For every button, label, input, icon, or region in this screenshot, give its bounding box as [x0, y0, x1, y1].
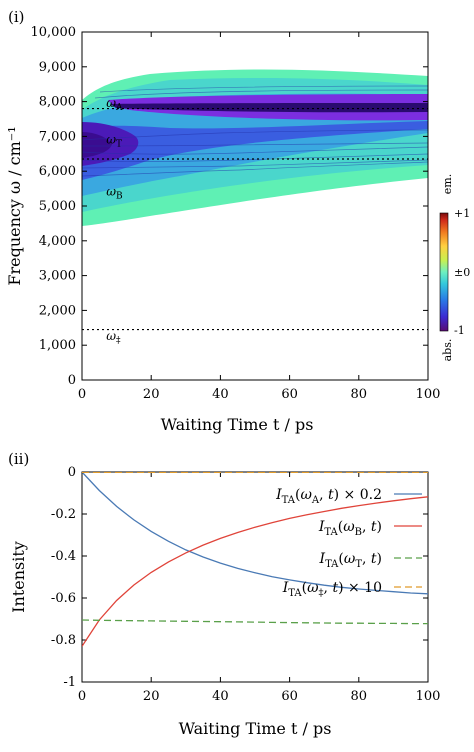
- frequency-annotation: ωA: [106, 96, 123, 113]
- contour-line-1: [82, 129, 428, 141]
- panel-ii: (ii) 0 20 40 60 80 100 0 -0.2 -0.4 -0.6 -0.8 -1 ITA…: [8, 450, 440, 738]
- colorbar-top-label: em.: [441, 174, 454, 194]
- colorbar-bottom-label: abs.: [441, 339, 454, 362]
- y-tick-label-i: 5,000: [39, 199, 76, 214]
- y-axis-label-i: Frequency ω / cm⁻¹: [5, 126, 24, 285]
- axis-ticks-i: 0 20 40 60 80 100 0 1,000 2,000 3,000 4,000 5,000 6,…: [31, 25, 441, 402]
- frequency-annotation: ωT: [106, 132, 122, 149]
- x-tick-label-i: 40: [212, 387, 229, 402]
- colorbar-gradient: [439, 212, 449, 332]
- frequency-annotation: ωB: [106, 185, 123, 202]
- y-tick-label-i: 3,000: [39, 269, 76, 284]
- x-tick-label-i: 20: [143, 387, 160, 402]
- contour-line-7: [99, 85, 428, 93]
- series-line-1: [82, 496, 428, 647]
- contour-line-6: [82, 161, 428, 177]
- y-tick-label-i: 7,000: [39, 129, 76, 144]
- y-tick-label-i: 0: [68, 373, 76, 388]
- y-tick-label-ii: -0.6: [51, 591, 76, 606]
- x-tick-label-ii: 60: [281, 689, 298, 704]
- y-tick-label-i: 8,000: [39, 95, 76, 110]
- legend-label-2: ITA(ωT, t): [319, 551, 382, 570]
- x-tick-label-ii: 40: [212, 689, 229, 704]
- x-axis-label-i: Waiting Time t / ps: [161, 415, 314, 434]
- heatmap-area: [82, 69, 428, 227]
- panel-label-i: (i): [8, 8, 25, 26]
- x-tick-label-i: 60: [281, 387, 298, 402]
- y-tick-label-ii: -1: [63, 675, 76, 690]
- band-A-core: [110, 103, 428, 113]
- y-tick-label-i: 9,000: [39, 60, 76, 75]
- frequency-annotation: ω‡: [106, 329, 121, 346]
- y-tick-label-ii: -0.8: [51, 633, 76, 648]
- contour-line-8: [94, 89, 428, 99]
- panel-label-ii: (ii): [8, 450, 29, 468]
- x-tick-label-i: 80: [351, 387, 368, 402]
- series-lines: [82, 472, 428, 647]
- x-tick-label-ii: 20: [143, 689, 160, 704]
- colorbar: +1 ±0 -1 em. abs.: [439, 174, 470, 362]
- x-tick-label-ii: 80: [351, 689, 368, 704]
- contour-line-3: [82, 146, 428, 155]
- contour-line-2: [82, 142, 428, 147]
- colorbar-tick-top: +1: [454, 207, 470, 220]
- x-tick-label-ii: 0: [78, 689, 86, 704]
- y-tick-label-ii: -0.2: [51, 507, 76, 522]
- y-tick-label-i: 6,000: [39, 164, 76, 179]
- plot-frame-ii: [81, 471, 429, 683]
- contour-line-4: [82, 153, 428, 162]
- contour-line-5: [82, 159, 428, 169]
- x-tick-label-i: 0: [78, 387, 86, 402]
- y-tick-label-i: 10,000: [31, 25, 77, 40]
- legend: ITA(ωA, t) × 0.2 ITA(ωB, t) ITA(ωT, t) ITA(…: [275, 487, 422, 599]
- series-line-0: [82, 472, 428, 595]
- y-tick-label-ii: -0.4: [51, 549, 76, 564]
- colorbar-tick-bottom: -1: [454, 324, 465, 337]
- colorbar-tick-mid: ±0: [454, 266, 470, 279]
- legend-label-0: ITA(ωA, t) × 0.2: [275, 487, 382, 506]
- legend-label-1: ITA(ωB, t): [318, 519, 382, 538]
- annotations-i: ωA ωT ωB ω‡: [106, 96, 123, 346]
- x-tick-label-i: 100: [416, 387, 441, 402]
- legend-label-3: ITA(ω‡, t) × 10: [282, 580, 382, 599]
- y-axis-label-ii: Intensity: [9, 541, 28, 613]
- y-tick-label-i: 4,000: [39, 234, 76, 249]
- series-line-2: [82, 619, 428, 625]
- contour-lines: [82, 85, 428, 177]
- band-4: [82, 121, 428, 180]
- y-tick-label-ii: 0: [68, 465, 76, 480]
- x-axis-label-ii: Waiting Time t / ps: [179, 719, 332, 738]
- y-tick-label-i: 1,000: [39, 338, 76, 353]
- x-tick-label-ii: 100: [416, 689, 441, 704]
- y-tick-label-i: 2,000: [39, 303, 76, 318]
